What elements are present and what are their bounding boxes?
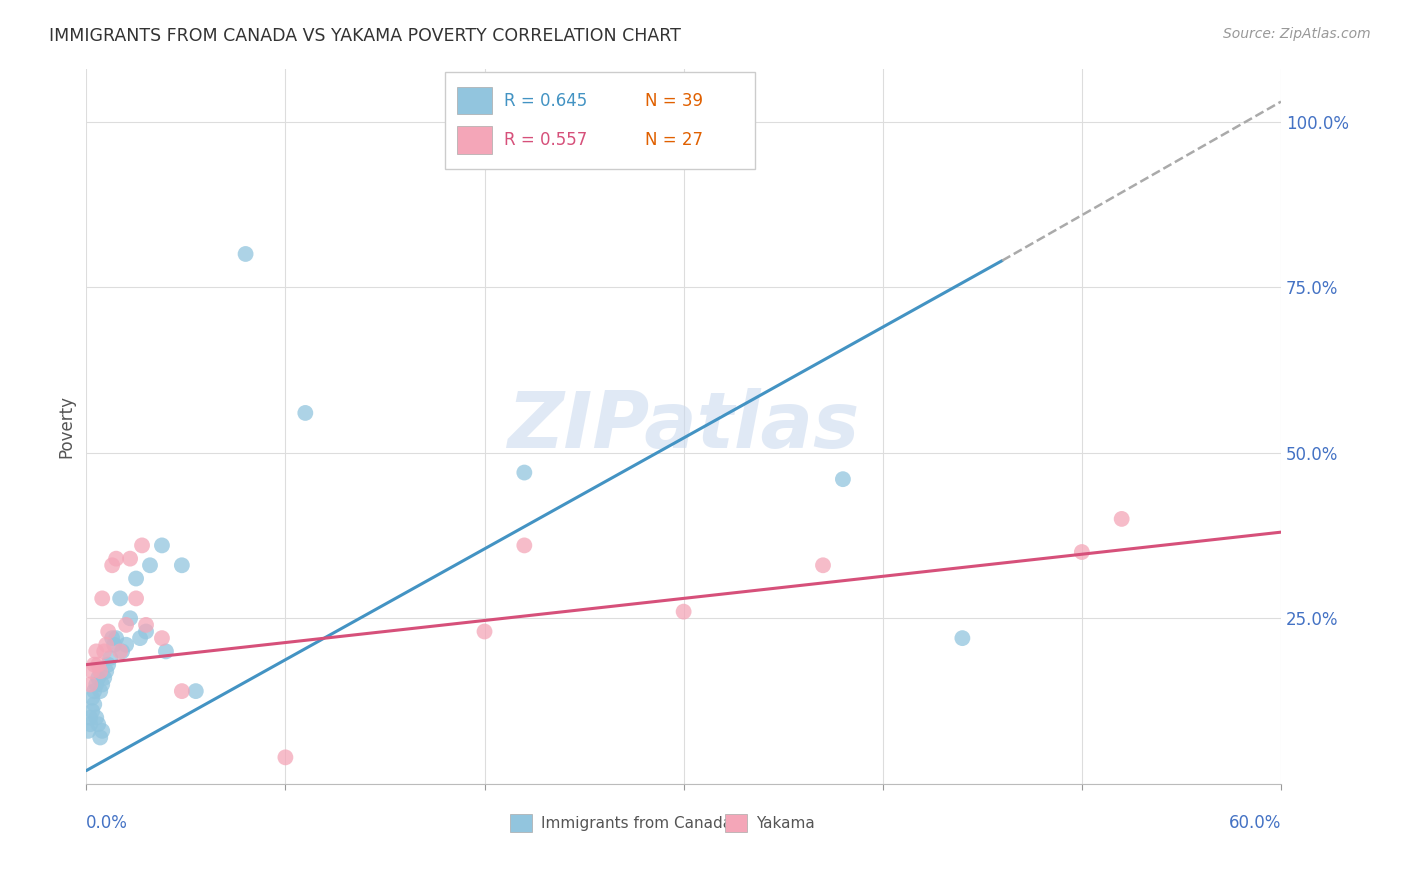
Point <box>82 704 104 718</box>
Point <box>82 665 104 679</box>
FancyBboxPatch shape <box>725 814 747 832</box>
Point <box>91 677 114 691</box>
Text: Immigrants from Canada: Immigrants from Canada <box>541 815 733 830</box>
Point <box>101 631 124 645</box>
Point <box>170 684 193 698</box>
Text: R = 0.645: R = 0.645 <box>505 92 588 110</box>
Point <box>108 591 131 606</box>
FancyBboxPatch shape <box>457 127 492 153</box>
Text: Source: ZipAtlas.com: Source: ZipAtlas.com <box>1223 27 1371 41</box>
Point <box>89 684 111 698</box>
Point <box>97 657 120 672</box>
Text: IMMIGRANTS FROM CANADA VS YAKAMA POVERTY CORRELATION CHART: IMMIGRANTS FROM CANADA VS YAKAMA POVERTY… <box>49 27 681 45</box>
Point <box>101 558 124 573</box>
Point <box>111 644 134 658</box>
Point <box>811 558 834 573</box>
Point <box>79 717 101 731</box>
Point <box>84 710 107 724</box>
Point <box>120 611 142 625</box>
Point <box>672 605 695 619</box>
Point <box>91 723 114 738</box>
Point <box>135 618 157 632</box>
Point <box>115 638 138 652</box>
Point <box>108 644 131 658</box>
Point <box>131 538 153 552</box>
Point <box>87 717 110 731</box>
Point <box>96 638 118 652</box>
Point <box>83 684 105 698</box>
Text: Yakama: Yakama <box>756 815 815 830</box>
Point <box>150 538 173 552</box>
Point <box>97 624 120 639</box>
Point <box>294 406 316 420</box>
Text: ZIPatlas: ZIPatlas <box>508 388 859 464</box>
Point <box>91 591 114 606</box>
Point <box>84 677 107 691</box>
Point <box>89 665 111 679</box>
Point <box>79 677 101 691</box>
Point <box>115 618 138 632</box>
Point <box>77 723 100 738</box>
Point <box>82 690 104 705</box>
Point <box>98 651 121 665</box>
Text: 60.0%: 60.0% <box>1229 814 1281 832</box>
Point <box>125 591 148 606</box>
Point <box>87 671 110 685</box>
Point <box>155 644 177 658</box>
Text: 0.0%: 0.0% <box>86 814 128 832</box>
Point <box>84 644 107 658</box>
Point <box>513 466 536 480</box>
Point <box>129 631 152 645</box>
Y-axis label: Poverty: Poverty <box>58 394 75 458</box>
FancyBboxPatch shape <box>444 72 755 169</box>
Point <box>135 624 157 639</box>
Point <box>474 624 496 639</box>
Point <box>1111 512 1133 526</box>
Point <box>105 551 128 566</box>
Text: N = 39: N = 39 <box>645 92 703 110</box>
Point <box>950 631 973 645</box>
Point <box>105 631 128 645</box>
Point <box>96 665 118 679</box>
Point <box>89 731 111 745</box>
Point <box>150 631 173 645</box>
Point <box>93 671 115 685</box>
Point <box>139 558 162 573</box>
Point <box>184 684 207 698</box>
Point <box>1070 545 1092 559</box>
Point <box>79 710 101 724</box>
FancyBboxPatch shape <box>510 814 531 832</box>
Point <box>274 750 297 764</box>
Point <box>120 551 142 566</box>
Text: N = 27: N = 27 <box>645 131 703 149</box>
Point <box>83 657 105 672</box>
Point <box>170 558 193 573</box>
Point <box>125 572 148 586</box>
Point <box>832 472 855 486</box>
Text: R = 0.557: R = 0.557 <box>505 131 588 149</box>
Point <box>87 657 110 672</box>
FancyBboxPatch shape <box>457 87 492 114</box>
Point <box>93 644 115 658</box>
Point <box>83 698 105 712</box>
Point <box>103 638 125 652</box>
Point <box>235 247 257 261</box>
Point <box>513 538 536 552</box>
